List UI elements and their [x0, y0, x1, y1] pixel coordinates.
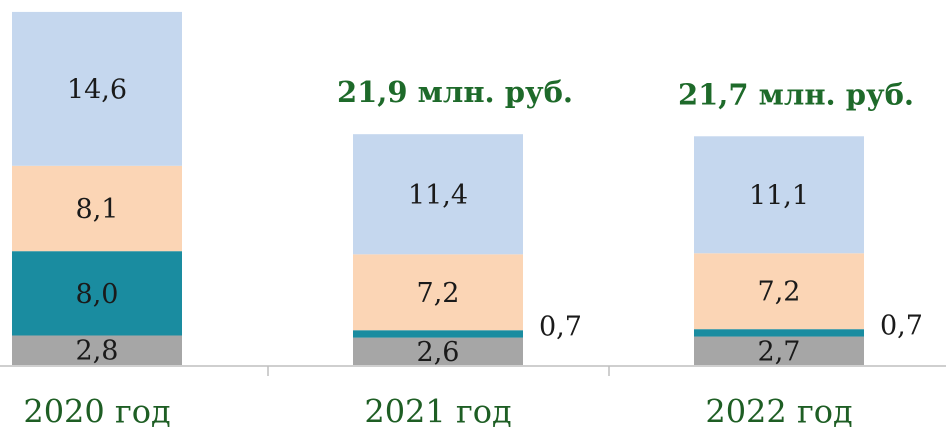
- total-annotation: 21,7 млн. руб.: [678, 77, 914, 111]
- bar-segment: [694, 329, 864, 337]
- bar-segment: [353, 337, 523, 365]
- bar-segment: [12, 335, 182, 365]
- value-label: 2,8: [76, 336, 119, 367]
- bar-segment: [694, 136, 864, 254]
- bar-segment: [12, 251, 182, 336]
- category-label: 2022 год: [705, 393, 852, 431]
- bar-segment: [353, 330, 523, 338]
- bar-segment: [12, 11, 182, 166]
- value-label: 14,6: [67, 74, 127, 105]
- value-label: 0,7: [539, 312, 582, 343]
- total-annotation: 21,9 млн. руб.: [337, 75, 573, 109]
- value-label: 7,2: [758, 277, 801, 308]
- value-label: 11,4: [408, 180, 468, 211]
- value-label: 0,7: [880, 311, 923, 342]
- value-label: 2,6: [417, 337, 460, 368]
- bar-segment: [694, 336, 864, 365]
- bar-segment: [694, 253, 864, 330]
- category-label: 2021 год: [364, 393, 511, 431]
- value-label: 7,2: [417, 278, 460, 309]
- bar-segment: [12, 165, 182, 252]
- value-label: 8,0: [76, 279, 119, 310]
- bar-segment: [353, 254, 523, 331]
- value-label: 2,7: [758, 336, 801, 367]
- value-label: 11,1: [749, 180, 809, 211]
- category-label: 2020 год: [23, 393, 170, 431]
- value-label: 8,1: [76, 194, 119, 225]
- bar-segment: [353, 134, 523, 255]
